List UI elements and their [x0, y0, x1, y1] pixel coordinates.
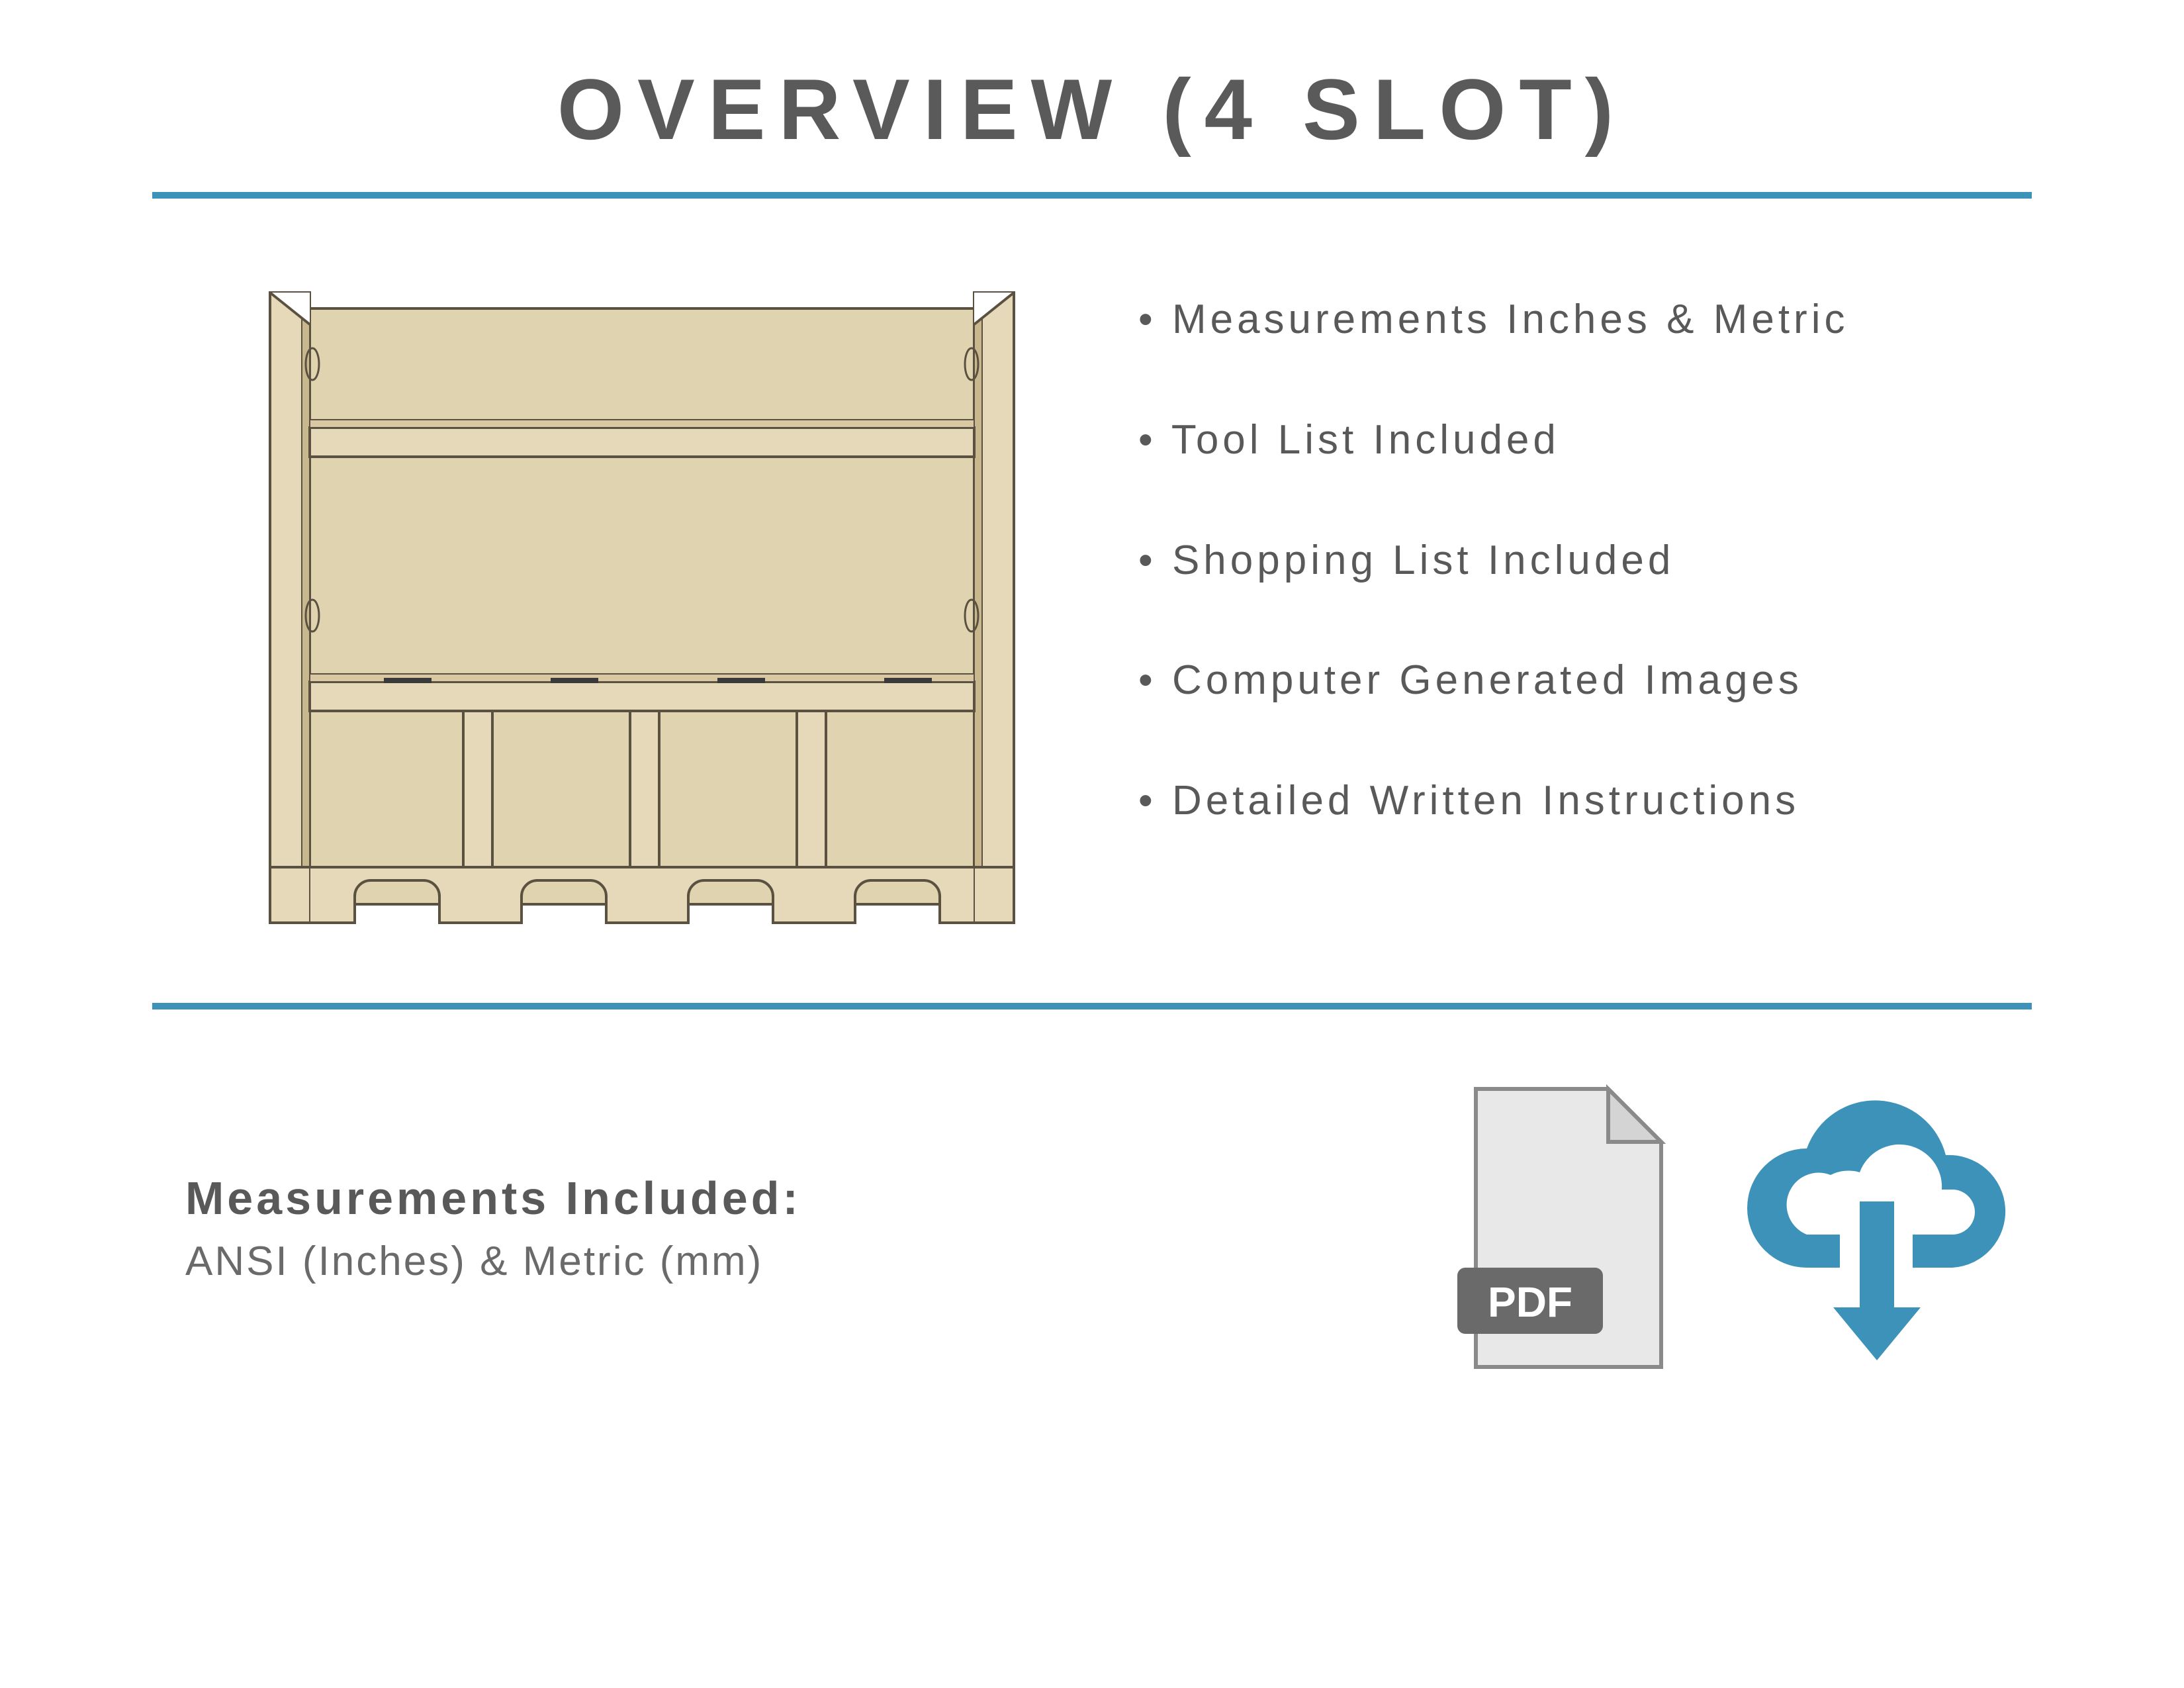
measurements-sub: ANSI (Inches) & Metric (mm): [185, 1238, 801, 1285]
cloud-download-icon: [1714, 1082, 2032, 1374]
page-title: OVERVIEW (4 SLOT): [0, 0, 2184, 192]
pdf-label-text: PDF: [1488, 1278, 1572, 1326]
list-item: Shopping List Included: [1138, 532, 2032, 590]
download-icons: PDF: [1449, 1082, 2032, 1374]
measurements-block: Measurements Included: ANSI (Inches) & M…: [185, 1172, 801, 1285]
list-item: Tool List Included: [1138, 412, 2032, 469]
divider-bottom: [152, 1003, 2032, 1009]
list-item: Computer Generated Images: [1138, 652, 2032, 710]
main-content: Measurements Inches & Metric Tool List I…: [0, 199, 2184, 1003]
list-item: Detailed Written Instructions: [1138, 773, 2032, 830]
feature-list: Measurements Inches & Metric Tool List I…: [1046, 285, 2032, 893]
list-item: Measurements Inches & Metric: [1138, 291, 2032, 349]
pdf-file-icon: PDF: [1449, 1082, 1674, 1374]
divider-top: [152, 192, 2032, 199]
product-illustration: [251, 285, 1046, 937]
measurements-heading: Measurements Included:: [185, 1172, 801, 1225]
footer-row: Measurements Included: ANSI (Inches) & M…: [0, 1009, 2184, 1374]
